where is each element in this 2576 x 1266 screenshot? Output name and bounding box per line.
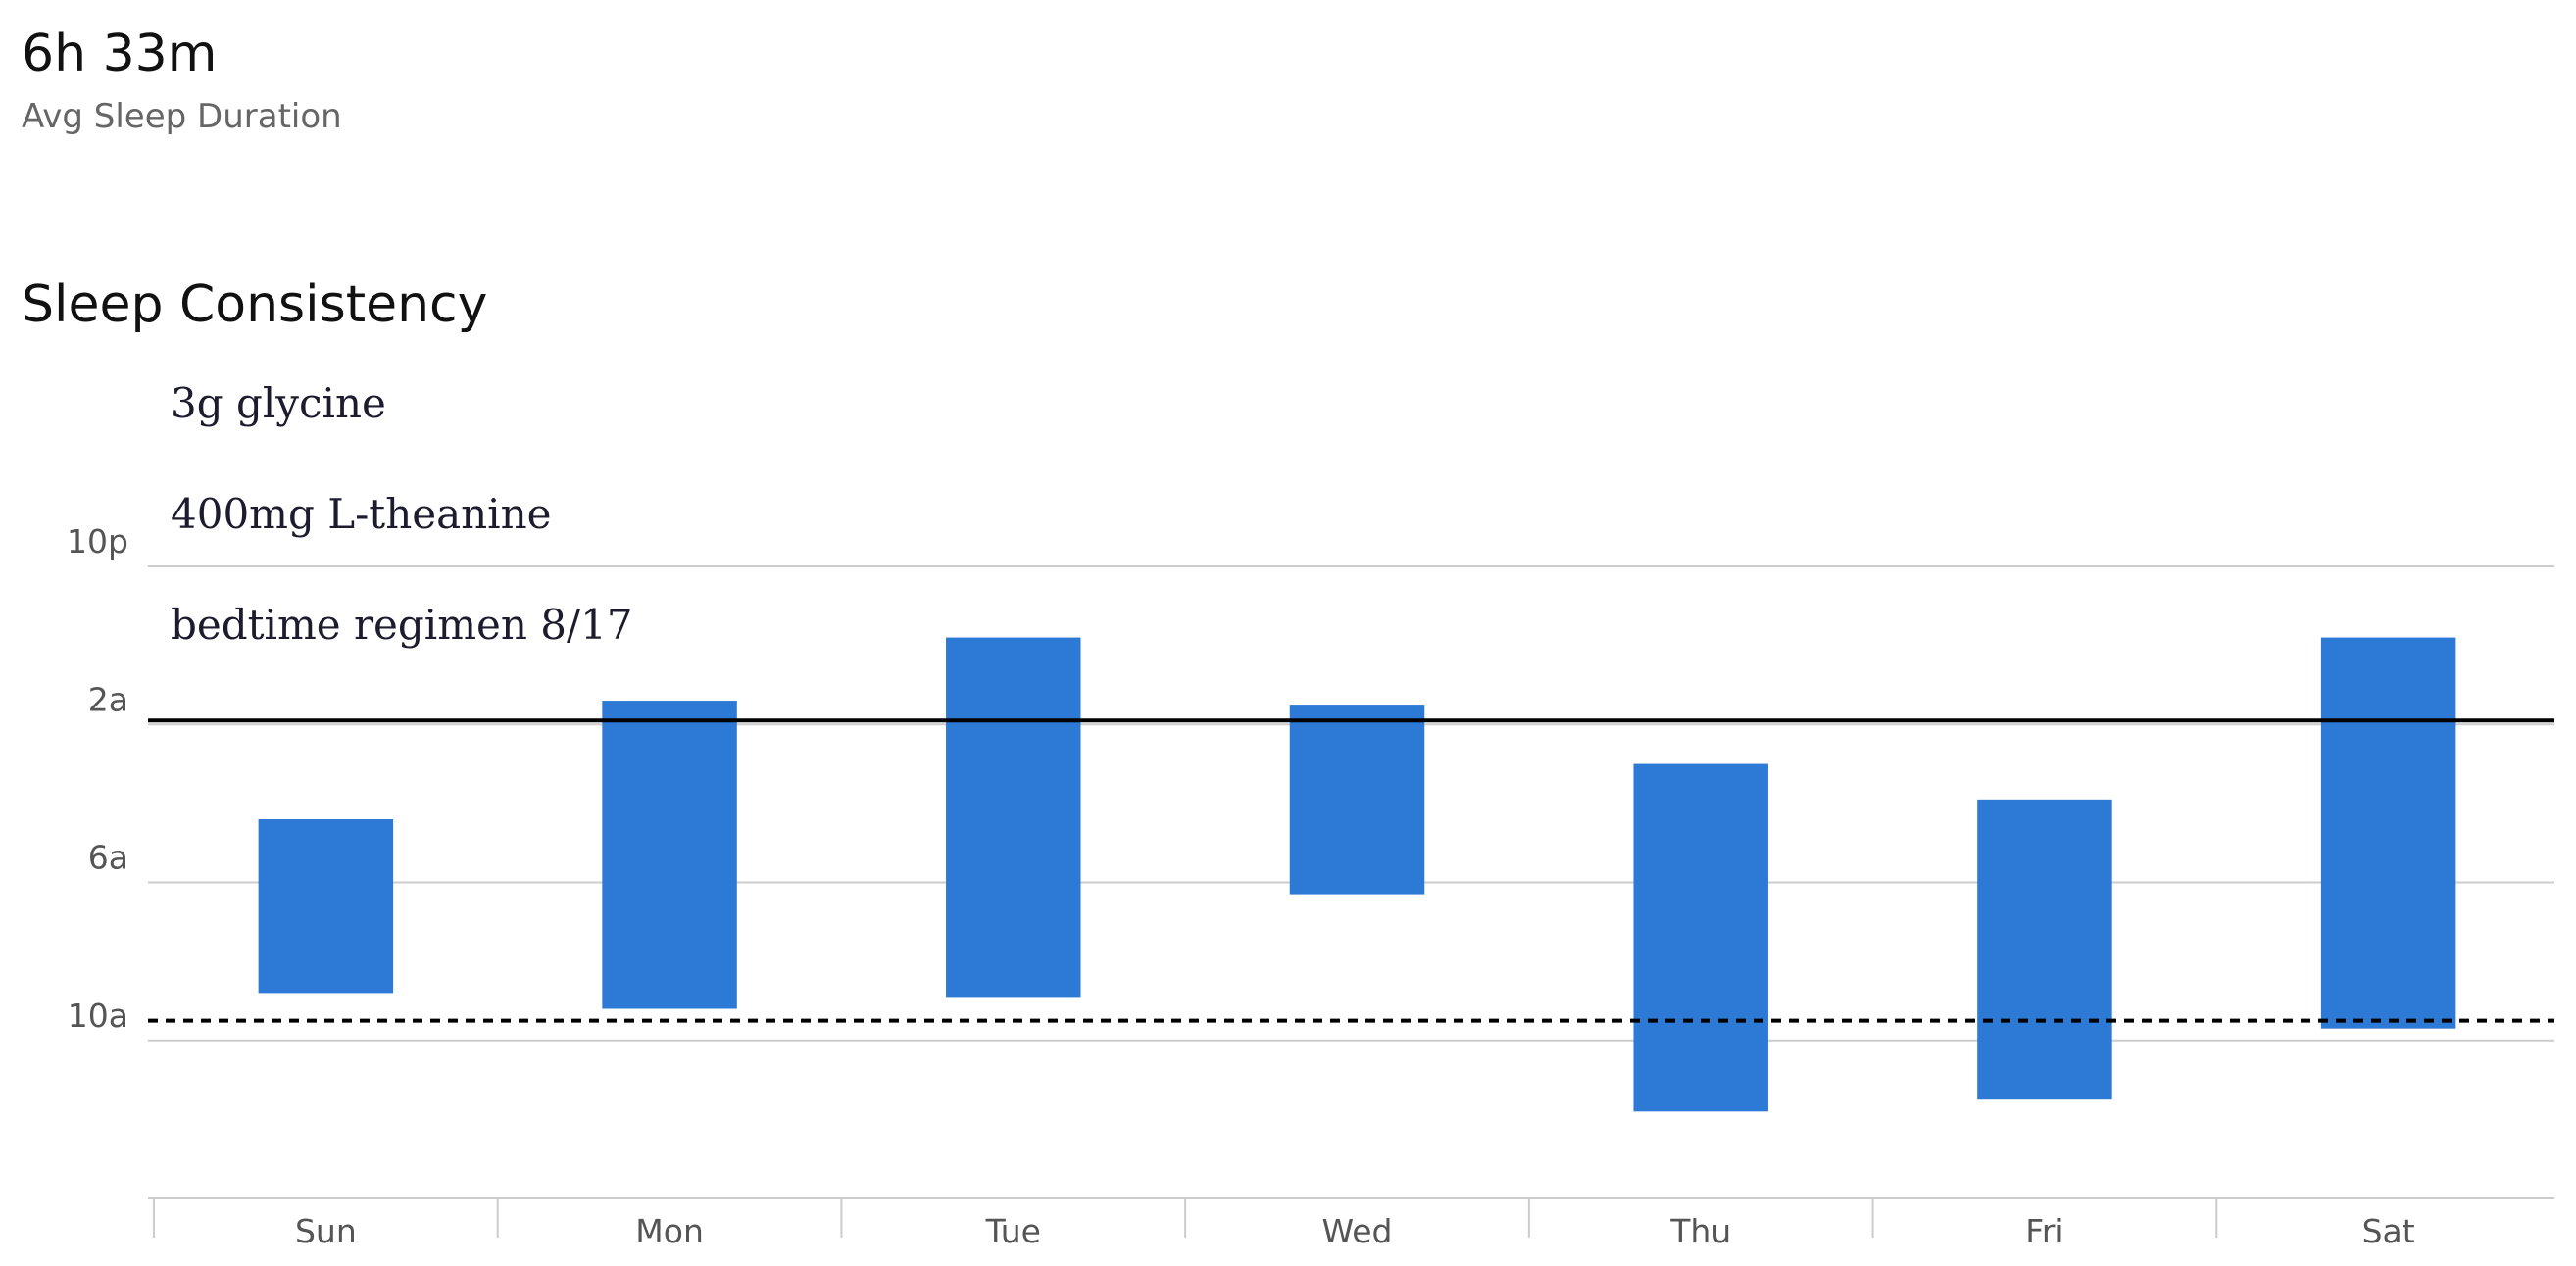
x-tick-label: Fri	[2025, 1212, 2063, 1250]
bar	[1289, 705, 1425, 895]
annotation: bedtime regimen 8/17	[171, 601, 633, 649]
y-tick-label: 2a	[88, 680, 128, 718]
x-tick-label: Thu	[1669, 1212, 1731, 1250]
bar	[602, 701, 737, 1009]
chart-title: Sleep Consistency	[22, 275, 487, 334]
summary-value: 6h 33m	[22, 24, 217, 83]
annotation: 400mg L-theanine	[171, 490, 552, 538]
x-tick-label: Mon	[635, 1212, 704, 1250]
y-tick-label: 10a	[68, 997, 128, 1035]
summary-label: Avg Sleep Duration	[22, 97, 342, 136]
bar	[258, 819, 394, 994]
x-tick-label: Sat	[2362, 1212, 2415, 1250]
bar	[1633, 763, 1768, 1112]
y-tick-label: 10p	[67, 522, 128, 560]
x-tick-label: Wed	[1322, 1212, 1393, 1250]
annotation: 3g glycine	[171, 379, 386, 427]
x-tick-label: Sun	[295, 1212, 357, 1250]
bar	[2320, 637, 2456, 1029]
bar	[946, 637, 1081, 998]
y-tick-label: 6a	[88, 839, 128, 877]
x-tick-label: Tue	[985, 1212, 1041, 1250]
bar	[1977, 799, 2112, 1100]
